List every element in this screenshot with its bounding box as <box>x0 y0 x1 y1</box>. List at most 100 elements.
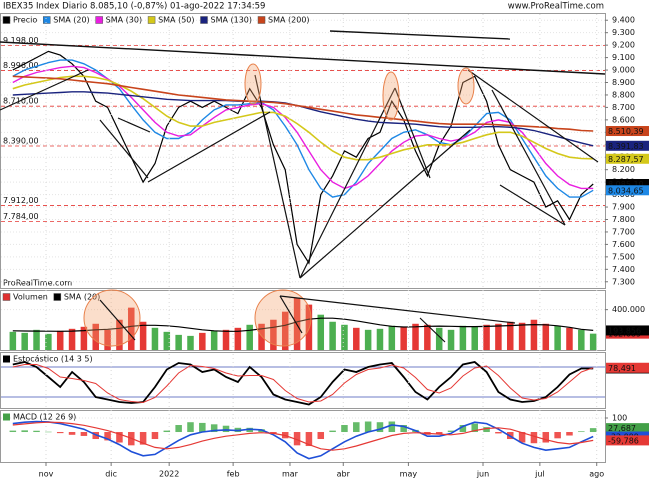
series-line <box>12 75 594 132</box>
bar <box>542 432 550 443</box>
y-tick-label: 7.700 <box>612 227 635 236</box>
bar <box>210 424 218 433</box>
bar <box>151 327 159 350</box>
chart-title: IBEX35 Index Diario 8.085,10 (-0,87%) 01… <box>3 2 265 12</box>
trendline <box>299 87 396 279</box>
bar <box>554 432 561 439</box>
end-label: 78,491 <box>608 364 636 373</box>
y-tick-label: 7.900 <box>612 203 635 212</box>
bar <box>92 323 100 350</box>
legend-swatch <box>257 16 266 24</box>
y-tick-label: 9.000 <box>612 66 635 75</box>
bar <box>270 432 277 434</box>
bar <box>364 421 372 433</box>
bar <box>400 425 407 433</box>
panel-title: Estocástico (14 3 5) <box>13 355 93 364</box>
bar <box>139 321 147 350</box>
bar <box>68 328 76 350</box>
bar <box>56 432 64 434</box>
legend-label: SMA (30) <box>106 16 142 25</box>
bar <box>199 332 206 350</box>
bar <box>400 326 407 350</box>
trendline <box>99 119 149 179</box>
x-tick-label: feb <box>227 470 240 479</box>
stochastic-frame <box>0 352 606 409</box>
bar <box>388 421 396 433</box>
level-label: 7.784,00 <box>3 212 39 221</box>
bar <box>270 319 277 350</box>
y-tick-label: 9.400 <box>612 16 635 25</box>
trendline <box>0 69 89 111</box>
end-label: 8.510,39 <box>608 127 644 136</box>
bar <box>495 432 502 434</box>
x-tick-label: abr <box>337 470 351 479</box>
end-label-box <box>606 362 649 373</box>
bar <box>566 432 573 436</box>
bar <box>483 324 490 350</box>
y-tick-label: 400.000 <box>612 305 645 314</box>
bar <box>80 432 88 436</box>
end-label-box <box>606 325 649 336</box>
bar <box>341 324 348 350</box>
bar <box>258 323 265 350</box>
bar <box>412 323 419 350</box>
x-tick-label: jul <box>534 470 545 479</box>
end-label: 8.034,65 <box>608 186 644 195</box>
bar <box>33 329 40 350</box>
legend-swatch <box>42 16 51 24</box>
bar <box>353 327 360 350</box>
annotations <box>0 30 606 347</box>
legend-label: SMA (200) <box>268 16 310 25</box>
price-frame <box>0 13 606 289</box>
bar <box>459 325 467 350</box>
bar <box>424 324 431 350</box>
macd-frame <box>0 410 606 463</box>
highlight-circle <box>457 67 475 105</box>
bar <box>210 330 218 350</box>
y-tick-label: 8.700 <box>612 103 635 112</box>
y-tick-label: 8.900 <box>612 78 635 87</box>
legend-label: Precio <box>13 16 37 25</box>
end-label-box <box>606 153 649 164</box>
y-tick-label: 100 <box>612 414 627 423</box>
bar <box>435 327 443 350</box>
bar <box>566 327 573 350</box>
bar <box>151 432 159 440</box>
trendline <box>279 295 516 324</box>
end-label: -59,786 <box>608 436 639 445</box>
bar <box>80 326 88 350</box>
y-tick-label: 9.100 <box>612 53 635 62</box>
bar <box>459 425 467 433</box>
end-label-box <box>606 126 649 137</box>
x-tick-label: nov <box>39 470 54 479</box>
bar <box>116 319 123 350</box>
panel-frames <box>0 13 606 463</box>
bar <box>376 422 384 433</box>
trendline <box>147 111 271 183</box>
bar <box>68 432 76 435</box>
bar <box>483 427 490 433</box>
highlight-circle <box>83 289 141 347</box>
bar <box>104 329 111 350</box>
bar <box>234 327 242 350</box>
bar <box>471 326 478 350</box>
bar <box>447 430 455 433</box>
end-label: 8.085,10 <box>608 180 644 189</box>
source: www.ProRealTime.com <box>508 2 604 12</box>
bar <box>56 330 64 350</box>
y-tick-label: 7.600 <box>612 240 635 249</box>
bar <box>187 422 194 433</box>
bar <box>104 432 111 441</box>
x-tick-label: dic <box>105 470 117 479</box>
trendline <box>467 69 599 163</box>
end-label-box <box>606 140 649 151</box>
level-label: 8.390,00 <box>3 137 39 146</box>
bar <box>329 430 336 433</box>
end-label: 193.856 <box>608 326 641 335</box>
trendline <box>491 89 566 226</box>
y-tick-label: 8.200 <box>612 165 635 174</box>
trendline <box>299 129 471 279</box>
bar <box>175 425 182 433</box>
trendline <box>394 87 431 179</box>
